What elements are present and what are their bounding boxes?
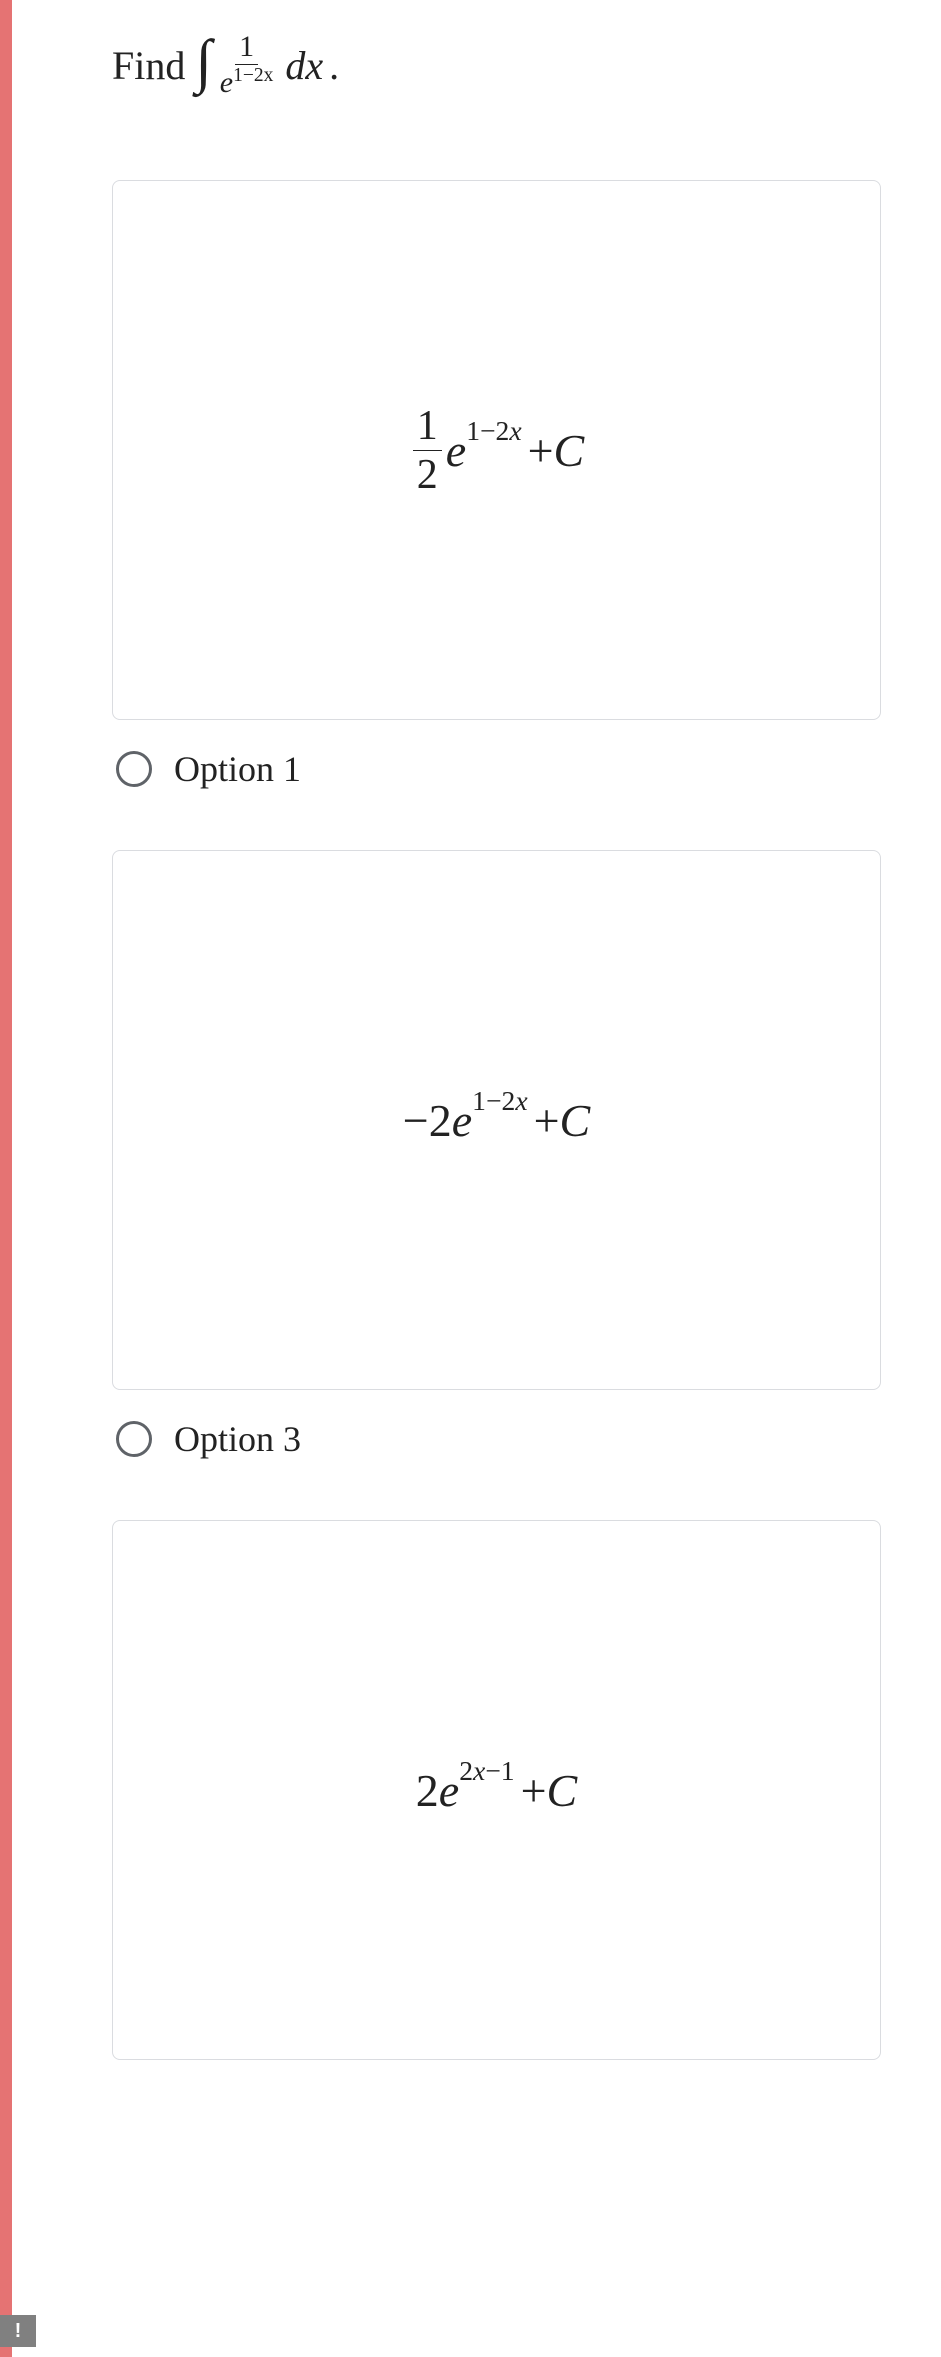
expr-sign: −: [403, 1094, 429, 1147]
expr-base: e: [452, 1094, 472, 1147]
alert-icon[interactable]: !: [0, 2315, 36, 2347]
option-label: Option 1: [174, 748, 301, 790]
option-label: Option 3: [174, 1418, 301, 1460]
radio-icon[interactable]: [116, 1421, 152, 1457]
expr-plus-c: +C: [521, 1764, 578, 1817]
expr-exponent: 2x−1: [459, 1755, 514, 1787]
radio-icon[interactable]: [116, 751, 152, 787]
expr-base: e: [446, 424, 466, 477]
option-expression: −2e1−2x +C: [403, 1094, 590, 1147]
expr-base: e: [439, 1764, 459, 1817]
integrand-denominator: e1−2x: [216, 65, 278, 100]
expr-coef: 2: [429, 1094, 452, 1147]
question-integral: ∫ 1 e1−2x dx .: [195, 30, 339, 100]
expr-plus-c: +C: [528, 424, 585, 477]
expr-exponent: 1−2x: [472, 1085, 527, 1117]
integral-period: .: [329, 42, 339, 89]
option-card[interactable]: 1 2 e1−2x +C: [112, 180, 881, 720]
coefficient-fraction: 1 2: [413, 402, 442, 499]
expr-plus-c: +C: [534, 1094, 591, 1147]
option-row[interactable]: Option 3: [112, 1418, 881, 1460]
integrand-fraction: 1 e1−2x: [216, 30, 278, 100]
question-prompt: Find ∫ 1 e1−2x dx .: [112, 30, 881, 100]
option-card[interactable]: 2e2x−1 +C: [112, 1520, 881, 2060]
expr-coef: 2: [416, 1764, 439, 1817]
integral-symbol: ∫: [195, 27, 211, 96]
option-expression: 2e2x−1 +C: [416, 1764, 577, 1817]
expr-exponent: 1−2x: [466, 415, 521, 447]
option-row[interactable]: Option 1: [112, 748, 881, 790]
integrand-numerator: 1: [235, 30, 258, 65]
question-container: Find ∫ 1 e1−2x dx . 1 2 e1−2x +C Option …: [12, 0, 941, 2118]
find-label: Find: [112, 42, 185, 89]
option-card[interactable]: −2e1−2x +C: [112, 850, 881, 1390]
option-expression: 1 2 e1−2x +C: [409, 402, 584, 499]
integral-dx: dx: [285, 42, 323, 89]
